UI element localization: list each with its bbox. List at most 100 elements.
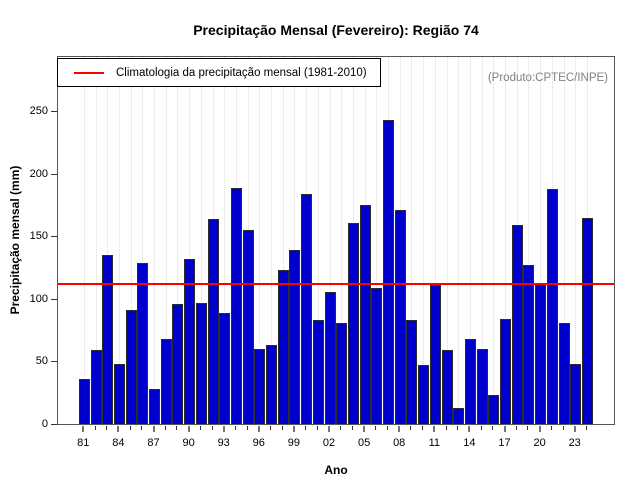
x-tick [211, 426, 213, 430]
bar-1984 [113, 364, 125, 424]
x-tick-label: 08 [393, 437, 406, 449]
gridline [469, 57, 471, 424]
bar-2004 [347, 222, 359, 424]
bar-2000 [301, 194, 313, 424]
gridline [165, 57, 167, 424]
x-tick [82, 426, 85, 432]
bar-2013 [453, 407, 465, 424]
gridline [271, 57, 272, 424]
y-tick [51, 361, 57, 362]
bar-1987 [149, 389, 160, 424]
x-tick [422, 426, 424, 430]
gridline [83, 57, 85, 424]
x-tick [152, 426, 155, 432]
x-tick [562, 426, 564, 430]
gridline [423, 57, 425, 424]
bar-2017 [500, 319, 511, 424]
bar-2006 [371, 287, 383, 424]
legend-box: Climatologia da precipitação mensal (198… [57, 58, 381, 87]
x-tick [234, 426, 236, 430]
bar-1986 [137, 262, 149, 424]
x-tick [527, 426, 529, 430]
bar-1996 [254, 349, 266, 424]
bar-1994 [230, 187, 242, 424]
x-tick [270, 426, 271, 430]
gridline [493, 57, 495, 424]
x-tick [257, 426, 260, 432]
x-tick [550, 426, 552, 430]
bar-2014 [464, 339, 476, 424]
bar-1981 [78, 379, 90, 424]
bar-1997 [266, 345, 277, 424]
gridline [130, 57, 132, 424]
x-tick [515, 426, 517, 430]
gridline [154, 57, 155, 424]
gridline [142, 57, 144, 424]
x-tick [573, 426, 576, 432]
gridline [376, 57, 378, 424]
gridline [177, 57, 179, 424]
bar-2023 [570, 364, 582, 424]
x-tick [316, 426, 318, 430]
x-tick [585, 426, 587, 430]
gridline [563, 57, 565, 424]
bar-2012 [441, 350, 453, 424]
bar-2008 [394, 210, 406, 424]
y-tick [51, 111, 57, 112]
x-tick [292, 426, 295, 432]
gridline [505, 57, 506, 424]
bar-1989 [172, 304, 184, 424]
x-tick [164, 426, 166, 430]
gridline [446, 57, 448, 424]
gridline [294, 57, 296, 424]
bar-1982 [90, 350, 102, 424]
climatology-line [58, 283, 614, 285]
x-tick [433, 426, 436, 432]
x-tick [340, 426, 342, 430]
bar-2016 [488, 395, 500, 424]
x-tick-label: 96 [252, 437, 265, 449]
x-tick [106, 426, 108, 430]
x-tick-label: 99 [287, 437, 301, 449]
x-tick [538, 426, 541, 432]
x-tick [445, 426, 447, 430]
bar-2021 [546, 189, 558, 424]
x-tick-label: 23 [568, 437, 581, 449]
gridline [434, 57, 436, 424]
bar-2009 [406, 320, 418, 424]
bar-2001 [312, 320, 324, 424]
x-tick-label: 02 [322, 437, 336, 449]
x-tick [176, 426, 178, 430]
x-tick [492, 426, 494, 430]
x-tick [457, 426, 459, 430]
y-tick [51, 423, 57, 425]
x-tick [129, 426, 131, 430]
x-tick-label: 93 [217, 437, 230, 449]
bar-1991 [195, 302, 207, 424]
x-tick-label: 14 [463, 437, 476, 449]
x-tick [328, 426, 330, 432]
bar-2019 [523, 265, 535, 424]
y-tick [51, 173, 57, 175]
x-tick [410, 426, 412, 430]
x-tick [187, 426, 190, 432]
gridline [107, 57, 109, 424]
x-tick-label: 05 [357, 437, 371, 449]
x-tick [246, 426, 248, 430]
x-tick [351, 426, 353, 430]
x-tick [375, 426, 377, 430]
y-tick [51, 236, 57, 237]
x-tick-label: 11 [428, 437, 440, 449]
bar-2015 [476, 349, 488, 424]
x-tick-label: 20 [533, 437, 546, 449]
y-tick-label: 100 [29, 292, 48, 305]
bar-2010 [418, 365, 430, 424]
x-tick [117, 426, 120, 432]
bar-1995 [242, 230, 254, 424]
bar-1983 [102, 255, 114, 424]
x-tick [503, 426, 506, 432]
x-tick-label: 90 [182, 437, 195, 449]
gridline [329, 57, 331, 424]
y-tick-label: 200 [29, 167, 48, 180]
